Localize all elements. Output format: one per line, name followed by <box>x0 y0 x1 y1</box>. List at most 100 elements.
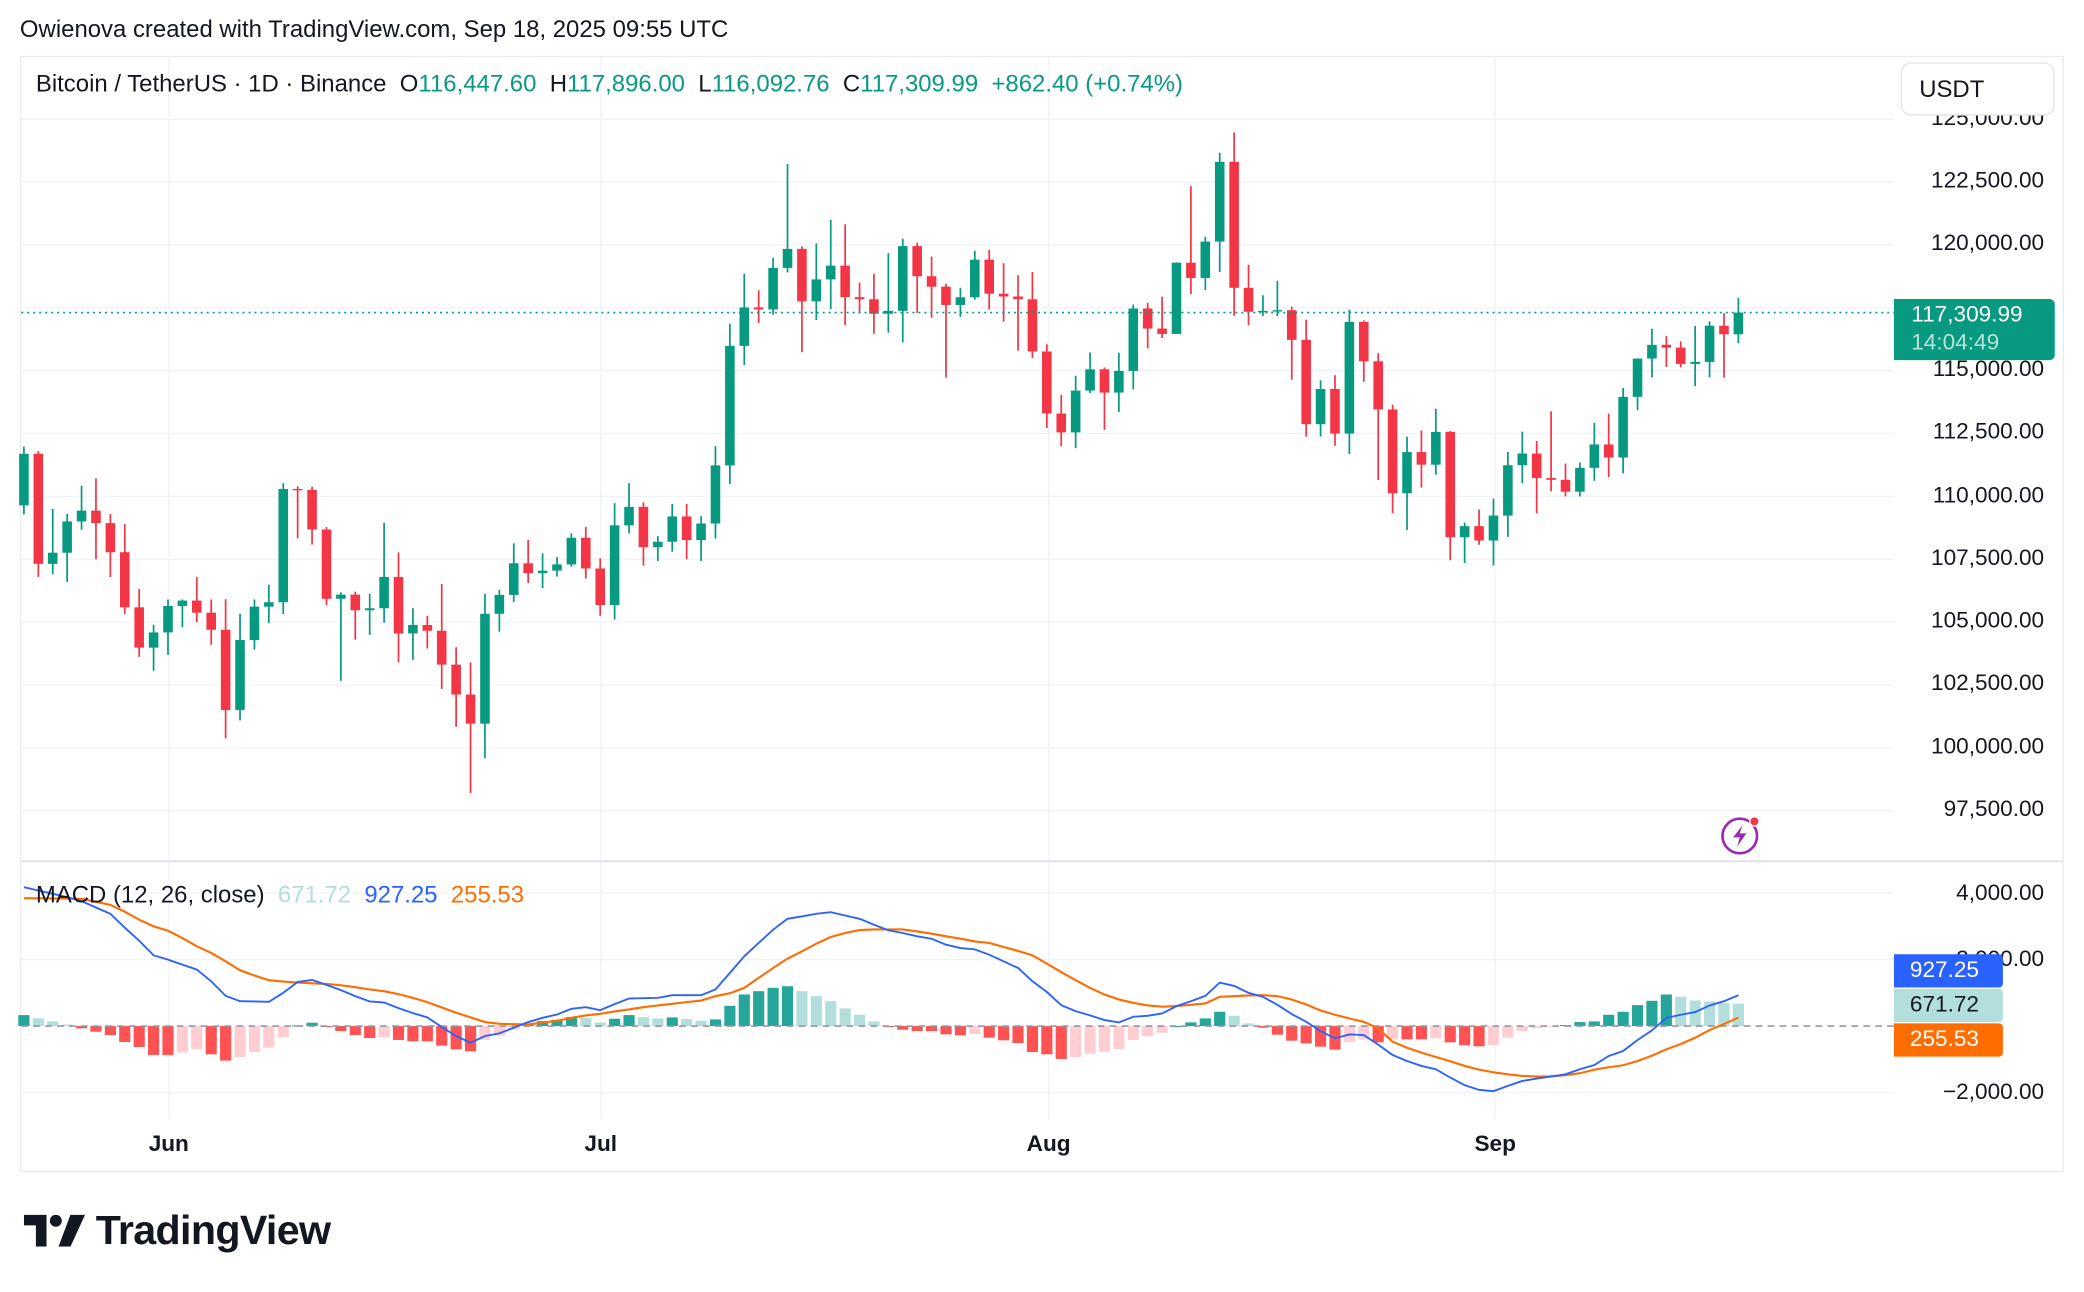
alert-lightning-icon[interactable] <box>1720 816 1760 856</box>
macd-histogram-bar <box>868 1021 880 1027</box>
candle <box>869 273 879 334</box>
macd-line-value: 927.25 <box>364 881 438 908</box>
macd-histogram-bar <box>897 1026 909 1030</box>
price-axis-tick: 122,500.00 <box>1931 167 2045 193</box>
macd-histogram-bar <box>1459 1026 1471 1046</box>
candle <box>1546 411 1556 492</box>
macd-histogram-bar <box>1242 1023 1255 1027</box>
candle-body <box>249 606 260 641</box>
candle-body <box>336 594 346 599</box>
candle <box>696 516 706 562</box>
candle <box>811 243 822 320</box>
macd-title[interactable]: MACD (12, 26, close) <box>35 881 265 908</box>
candle-body <box>1085 369 1095 391</box>
macd-histogram-bar <box>724 1005 736 1027</box>
macd-histogram-bar <box>753 991 765 1027</box>
candle <box>739 273 750 366</box>
time-axis-label-aug: Aug <box>1026 1131 1071 1157</box>
candle-body <box>1171 262 1182 334</box>
macd-histogram-bar <box>1142 1026 1154 1037</box>
tradingview-logo[interactable]: TradingView <box>23 1207 331 1255</box>
candle-body <box>825 265 836 280</box>
candle <box>1099 367 1110 430</box>
candle-body <box>566 537 577 565</box>
macd-histogram-bar <box>248 1026 261 1052</box>
macd-histogram-bar <box>75 1026 88 1029</box>
candle <box>1387 404 1398 514</box>
macd-histogram-bar <box>1156 1026 1168 1033</box>
candle-body <box>1315 389 1326 425</box>
macd-histogram-bar <box>1631 1005 1644 1027</box>
high-value: 117,896.00 <box>566 70 685 98</box>
candle-body <box>393 576 404 634</box>
candle <box>1488 498 1499 566</box>
macd-histogram-bar <box>580 1017 592 1027</box>
macd-histogram-bar <box>681 1019 693 1027</box>
macd-histogram-bar <box>1372 1026 1384 1043</box>
candle <box>1373 353 1383 481</box>
open-value: 116,447.60 <box>418 70 537 98</box>
candle-body <box>1157 328 1167 334</box>
macd-histogram-bar <box>450 1026 462 1050</box>
candle-body <box>753 307 764 310</box>
candle-body <box>1142 308 1153 329</box>
candle-body <box>1647 344 1657 359</box>
candle-body <box>696 523 706 541</box>
candle <box>321 527 332 606</box>
bar-countdown: 14:04:49 <box>1911 329 2000 355</box>
macd-histogram-bar <box>954 1026 966 1036</box>
macd-histogram-bar <box>1473 1026 1485 1047</box>
macd-histogram-bar <box>421 1026 433 1042</box>
macd-histogram-bar <box>1300 1026 1312 1044</box>
candle <box>595 558 605 616</box>
candle <box>825 219 836 309</box>
candle-body <box>653 541 663 548</box>
candle-body <box>941 286 951 305</box>
candle-body <box>840 265 850 298</box>
candle-body <box>480 613 490 724</box>
candle-body <box>206 612 217 630</box>
currency-button[interactable]: USDT <box>1900 62 2055 116</box>
candle-body <box>494 594 505 614</box>
candle <box>1042 344 1052 428</box>
macd-histogram-bar <box>1588 1021 1600 1027</box>
macd-line-label: 927.25 <box>1893 954 2003 988</box>
symbol-title[interactable]: Bitcoin / TetherUS · 1D · Binance <box>35 70 387 98</box>
candle <box>177 599 188 628</box>
candle <box>508 543 519 603</box>
candle-body <box>609 525 620 606</box>
candle-body <box>1704 325 1715 362</box>
candle-body <box>1575 467 1585 492</box>
candle-body <box>768 267 778 310</box>
macd-histogram-bar <box>364 1026 376 1039</box>
candle-body <box>62 521 72 553</box>
macd-histogram-bar <box>1444 1026 1456 1043</box>
macd-histogram-bar <box>1228 1015 1240 1027</box>
candle-body <box>364 608 375 611</box>
candle-body <box>1661 344 1672 348</box>
macd-histogram-bar <box>969 1026 981 1035</box>
macd-signal-label: 255.53 <box>1893 1023 2003 1057</box>
price-axis-tick: 97,500.00 <box>1943 796 2045 822</box>
candle-body <box>1503 465 1513 516</box>
macd-histogram-bar <box>839 1008 851 1027</box>
macd-axis-tick: 4,000.00 <box>1956 879 2045 906</box>
macd-histogram-bar <box>1675 996 1687 1027</box>
candle-body <box>163 605 173 633</box>
macd-histogram-bar <box>1127 1026 1139 1041</box>
candle-body <box>1099 369 1110 393</box>
candle <box>638 502 649 566</box>
candle <box>1114 352 1124 413</box>
candle-body <box>681 516 692 541</box>
macd-histogram-bar <box>1487 1026 1500 1045</box>
candle-body <box>1531 453 1542 479</box>
candle-body <box>465 694 476 724</box>
candle-body <box>91 510 101 524</box>
candle <box>91 478 101 560</box>
candle <box>609 503 620 620</box>
change-value: +862.40 (+0.74%) <box>991 70 1183 98</box>
candle <box>1056 394 1067 447</box>
candle <box>33 451 44 577</box>
candle <box>624 483 634 534</box>
